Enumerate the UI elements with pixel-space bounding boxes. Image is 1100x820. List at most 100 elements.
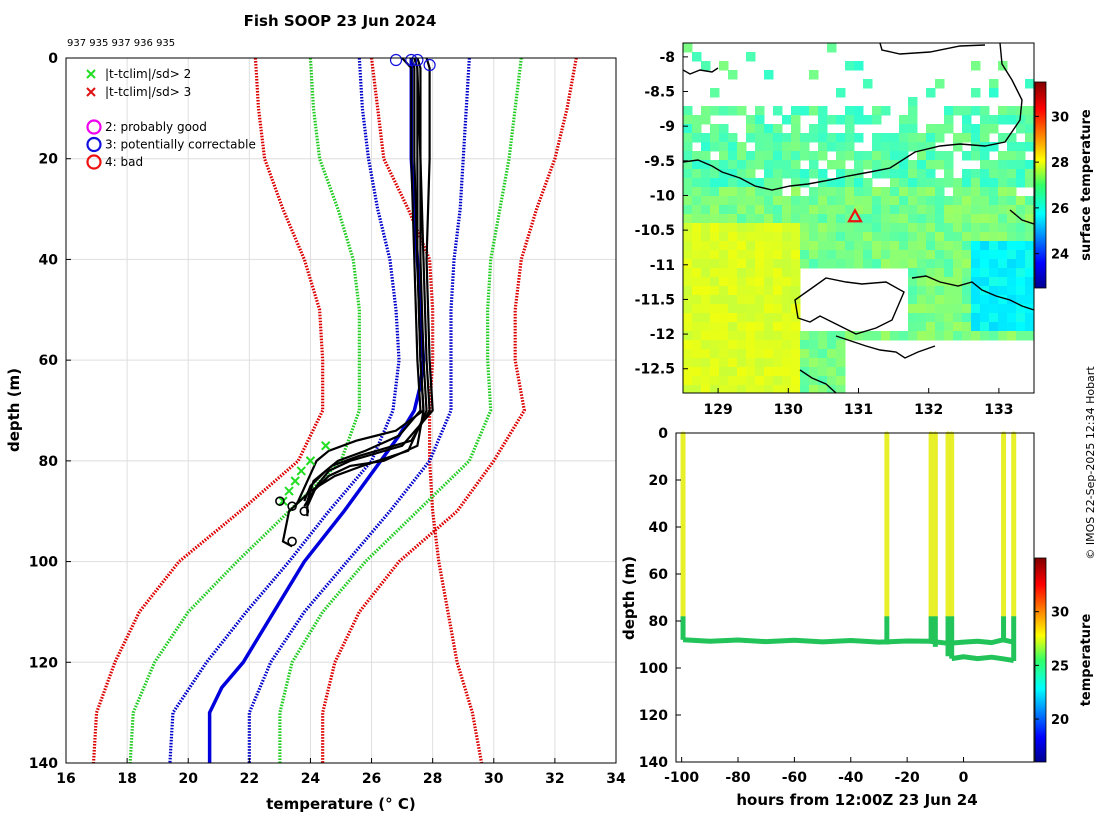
sst-cell (1007, 205, 1017, 215)
sst-cell (827, 142, 837, 152)
location-triangle (847, 207, 863, 223)
sst-cell (944, 151, 954, 161)
sst-cell (683, 358, 693, 368)
sst-cell (935, 133, 945, 143)
sst-cell (764, 349, 774, 359)
sst-cell (989, 250, 999, 260)
sst-cell (998, 232, 1008, 242)
sst-cell (863, 205, 873, 215)
sst-cell (791, 169, 801, 179)
sst-cell (1007, 286, 1017, 296)
sst-cell (755, 358, 765, 368)
sst-cell (683, 322, 693, 332)
sst-cell (908, 331, 918, 341)
sst-cell (755, 340, 765, 350)
sst-cell (962, 295, 972, 305)
sst-cell (1016, 196, 1026, 206)
sst-cell (971, 250, 981, 260)
sst-cell (755, 205, 765, 215)
sst-cell (998, 214, 1008, 224)
sst-cell (800, 259, 810, 269)
sst-cell (908, 223, 918, 233)
sst-cell (935, 178, 945, 188)
sst-cell (728, 376, 738, 386)
sst-cell (953, 187, 963, 197)
sst-cell (728, 160, 738, 170)
sst-cell (809, 187, 819, 197)
sst-cell (944, 169, 954, 179)
sst-cell (746, 124, 756, 134)
sst-cell (845, 187, 855, 197)
map-y-tick-label: -10 (650, 188, 676, 204)
sst-cell (692, 205, 702, 215)
sst-cell (710, 250, 720, 260)
sst-cell (719, 349, 729, 359)
sst-cell (737, 223, 747, 233)
sst-cell (935, 313, 945, 323)
sst-cell (746, 349, 756, 359)
sst-cell (764, 178, 774, 188)
sst-cell (872, 187, 882, 197)
sst-cell (692, 358, 702, 368)
sst-cell (746, 313, 756, 323)
sst-cell (908, 106, 918, 116)
sst-cell (989, 241, 999, 251)
sst-cell (701, 286, 711, 296)
profile-xlabel: temperature (° C) (266, 795, 416, 813)
sst-cell (989, 205, 999, 215)
sst-cell (989, 259, 999, 269)
sst-cell (746, 178, 756, 188)
sst-cell (989, 88, 999, 98)
sst-cell (692, 277, 702, 287)
sst-cell (809, 250, 819, 260)
sst-cell (836, 349, 846, 359)
sst-cell (719, 358, 729, 368)
sst-cell (791, 142, 801, 152)
sst-cell (944, 313, 954, 323)
profile-grid (65, 57, 617, 764)
ts-x-tick-label: -80 (725, 770, 751, 786)
sst-cell (719, 232, 729, 242)
sst-cell (926, 259, 936, 269)
sst-cell (836, 223, 846, 233)
sst-cell (989, 232, 999, 242)
sst-cell (1025, 169, 1034, 179)
sst-cell (800, 367, 810, 377)
sst-cell (764, 214, 774, 224)
sst-cell (836, 142, 846, 152)
sst-cell (926, 286, 936, 296)
sst-cell (854, 232, 864, 242)
sst-cell (935, 205, 945, 215)
y-tick-label: 20 (39, 152, 59, 168)
sst-cell (710, 169, 720, 179)
sst-cell (1016, 205, 1026, 215)
sst-cell (728, 286, 738, 296)
profile-title: Fish SOOP 23 Jun 2024 (244, 12, 437, 30)
sst-cell (935, 196, 945, 206)
sst-cell (1016, 286, 1026, 296)
timeseries-panel: -100 -80 -60 -40 -20 0 0 20 40 60 80 100 120 140 hour… (620, 426, 1094, 809)
sst-cell (863, 151, 873, 161)
legend-label: 2: probably good (105, 120, 207, 134)
sst-cell (818, 214, 828, 224)
sst-cell (683, 268, 693, 278)
sst-cell (692, 376, 702, 386)
sst-cell (710, 385, 720, 393)
tow-track (947, 637, 1015, 646)
sst-cell (683, 259, 693, 269)
sst-cell (755, 142, 765, 152)
sst-cell (719, 241, 729, 251)
sst-cell (899, 241, 909, 251)
x-tick-label: 24 (301, 771, 321, 787)
sst-cell (1025, 142, 1034, 152)
sst-cell (899, 331, 909, 341)
sst-cell (746, 250, 756, 260)
sst-cell (818, 178, 828, 188)
sst-cell (719, 295, 729, 305)
sst-cell (845, 331, 855, 341)
sst-cell (998, 151, 1008, 161)
sst-cell (800, 358, 810, 368)
x-tick-label: 18 (117, 771, 136, 787)
sst-cell (737, 169, 747, 179)
sst-colorbar (1034, 81, 1047, 289)
